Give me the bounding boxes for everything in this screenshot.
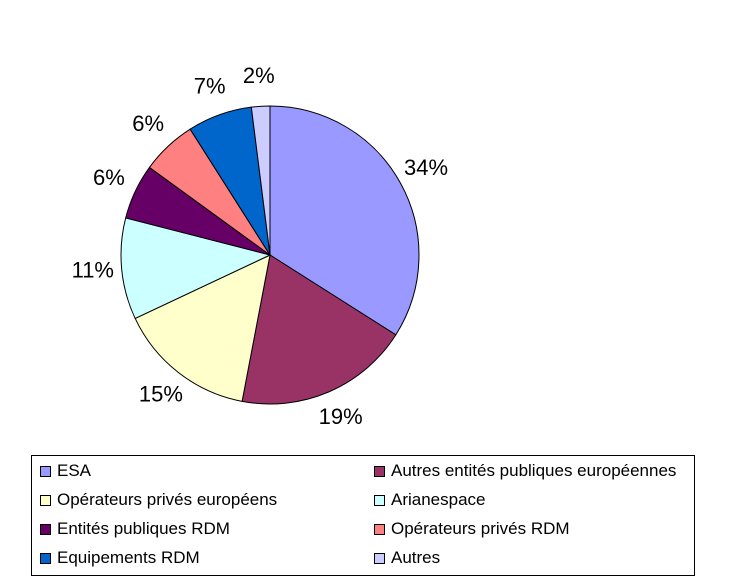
- pie-slice-operateurs-prives-europeens: [134, 254, 271, 402]
- pie-slice-arianespace: [120, 217, 272, 320]
- slice-label-arianespace: 11%: [72, 258, 114, 283]
- legend-label: Autres: [391, 548, 441, 567]
- legend-swatch: [40, 465, 51, 477]
- legend-swatch: [374, 552, 385, 564]
- slice-label-equipements-rdm: 7%: [194, 73, 226, 98]
- pie-slice-autres-entites-publiques-europeennes: [241, 254, 397, 405]
- legend: ESA Autres entités publiques européennes O…: [31, 455, 695, 576]
- slice-label-operateurs-prives-rdm: 6%: [132, 111, 164, 136]
- pie-slice-esa: [269, 105, 420, 336]
- legend-swatch: [40, 494, 51, 506]
- legend-item-autres: Autres: [374, 547, 440, 569]
- legend-label: ESA: [57, 461, 92, 480]
- legend-item-equipements-rdm: Equipements RDM: [40, 547, 200, 569]
- pie-chart: 34% 19% 15% 11% 6% 6% 7% 2%: [72, 63, 448, 429]
- slice-label-autres-entites-publiques-europeennes: 19%: [319, 404, 363, 429]
- legend-label: Equipements RDM: [57, 548, 200, 567]
- legend-swatch: [40, 523, 51, 535]
- legend-swatch: [40, 552, 51, 564]
- legend-item-esa: ESA: [40, 460, 91, 482]
- legend-item-operateurs-prives-europeens: Opérateurs privés européens: [40, 489, 277, 511]
- legend-item-autres-entites-publiques-europeennes: Autres entités publiques européennes: [374, 460, 676, 482]
- legend-label: Arianespace: [391, 490, 486, 509]
- slice-label-entites-publiques-rdm: 6%: [93, 165, 125, 190]
- legend-label: Opérateurs privés européens: [57, 490, 278, 509]
- slice-label-esa: 34%: [404, 155, 448, 180]
- legend-swatch: [374, 523, 385, 535]
- legend-swatch: [374, 494, 385, 506]
- slice-label-autres: 2%: [243, 63, 275, 88]
- legend-swatch: [374, 465, 385, 477]
- legend-label: Entités publiques RDM: [57, 519, 230, 538]
- slice-label-operateurs-prives-europeens: 15%: [139, 381, 183, 406]
- pie-slice-autres: [250, 105, 271, 256]
- legend-item-entites-publiques-rdm: Entités publiques RDM: [40, 518, 230, 540]
- legend-item-operateurs-prives-rdm: Opérateurs privés RDM: [374, 518, 570, 540]
- legend-label: Opérateurs privés RDM: [391, 519, 570, 538]
- legend-item-arianespace: Arianespace: [374, 489, 486, 511]
- legend-label: Autres entités publiques européennes: [391, 461, 677, 480]
